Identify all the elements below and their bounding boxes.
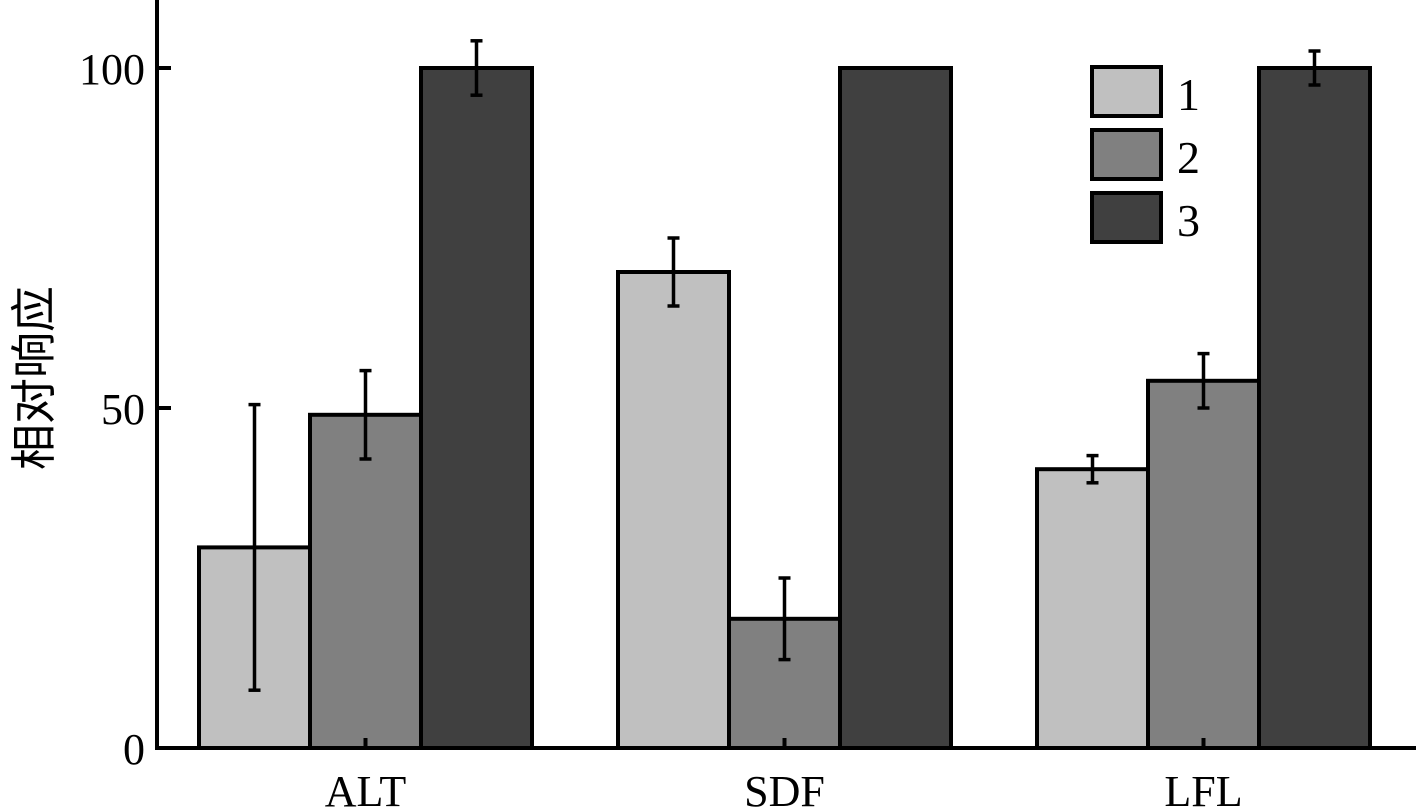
bar-alt-series-2 <box>308 412 423 750</box>
bar-lfl-series-1 <box>1035 467 1150 750</box>
y-axis-label: 相对响应 <box>7 286 61 470</box>
axes-layer: 0 50 100 ALT SDF LFL <box>79 0 1416 810</box>
legend-label-1: 1 <box>1177 69 1200 120</box>
legend-swatch-3 <box>1090 191 1163 244</box>
bar-alt-series-3 <box>419 66 534 750</box>
legend-label-2: 2 <box>1177 132 1200 183</box>
y-tick-label-50: 50 <box>101 385 145 434</box>
bar-lfl-series-2 <box>1146 378 1261 750</box>
legend-label-3: 3 <box>1177 195 1200 246</box>
x-tick-label-alt: ALT <box>325 767 407 810</box>
x-tick-label-sdf: SDF <box>744 767 825 810</box>
x-tick-label-lfl: LFL <box>1164 767 1242 810</box>
bar-sdf-series-3 <box>838 66 953 750</box>
y-tick-label-0: 0 <box>123 725 145 774</box>
legend-swatch-1 <box>1090 65 1163 118</box>
bars-layer <box>197 66 1372 751</box>
legend-swatch-2 <box>1090 128 1163 181</box>
legend: 1 2 3 <box>1090 65 1200 246</box>
error-bars-layer <box>248 39 1321 692</box>
y-tick-label-100: 100 <box>79 45 145 94</box>
bar-sdf-series-1 <box>616 270 731 750</box>
bar-lfl-series-3 <box>1257 66 1372 750</box>
